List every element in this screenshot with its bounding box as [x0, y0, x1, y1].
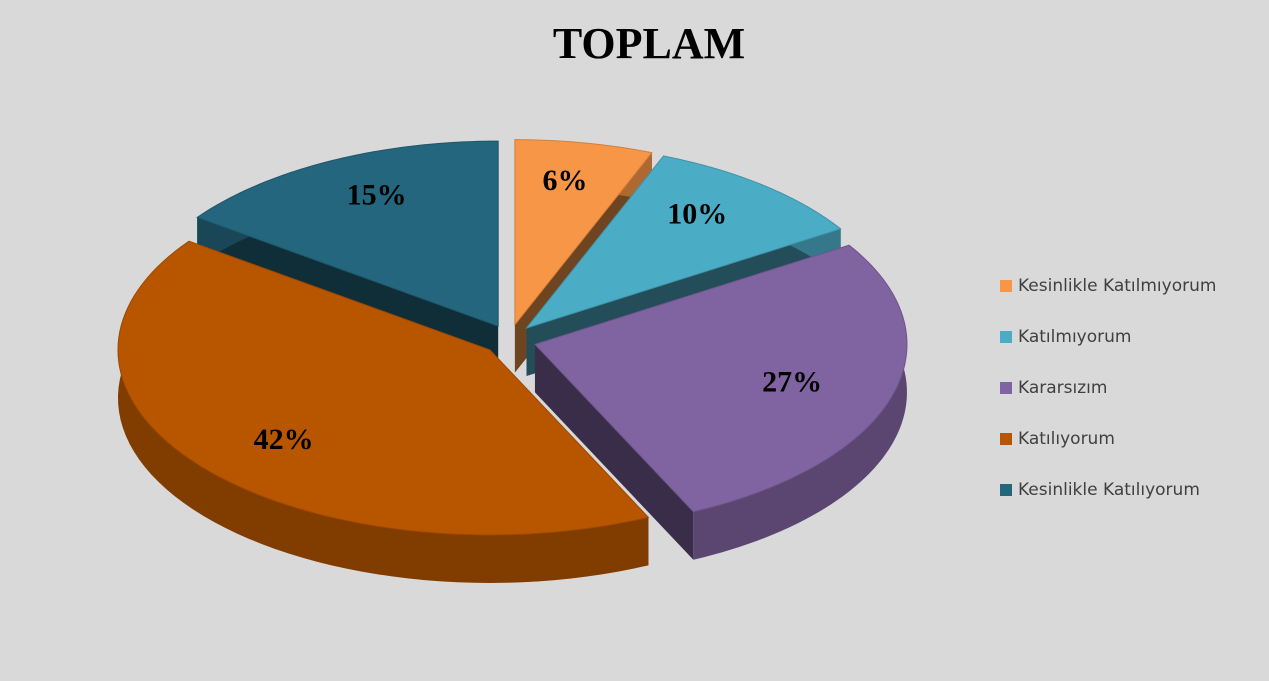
legend-swatch [1000, 484, 1012, 496]
legend-swatch [1000, 280, 1012, 292]
pie-slice [196, 140, 499, 327]
legend-label: Kararsızım [1018, 378, 1107, 398]
pie-slice [534, 244, 908, 513]
pie-slice [525, 155, 842, 329]
pie-slice [117, 240, 650, 536]
legend-swatch [1000, 382, 1012, 394]
data-label: 6% [543, 164, 588, 197]
legend-label: Katılıyorum [1018, 429, 1115, 449]
radial-face [534, 344, 694, 560]
pie-slice [514, 139, 653, 327]
legend-label: Kesinlikle Katılmıyorum [1018, 276, 1216, 296]
data-label: 27% [762, 366, 822, 399]
chart-title: TOPLAM [553, 19, 745, 68]
legend-swatch [1000, 331, 1012, 343]
data-label: 10% [667, 198, 727, 231]
legend-label: Kesinlikle Katılıyorum [1018, 480, 1200, 500]
legend-swatch [1000, 433, 1012, 445]
legend-label: Katılmıyorum [1018, 327, 1131, 347]
data-label: 15% [347, 178, 407, 211]
pie-tops [117, 139, 908, 536]
outer-wall [117, 241, 649, 583]
data-label: 42% [254, 423, 314, 456]
outer-wall [693, 245, 907, 560]
